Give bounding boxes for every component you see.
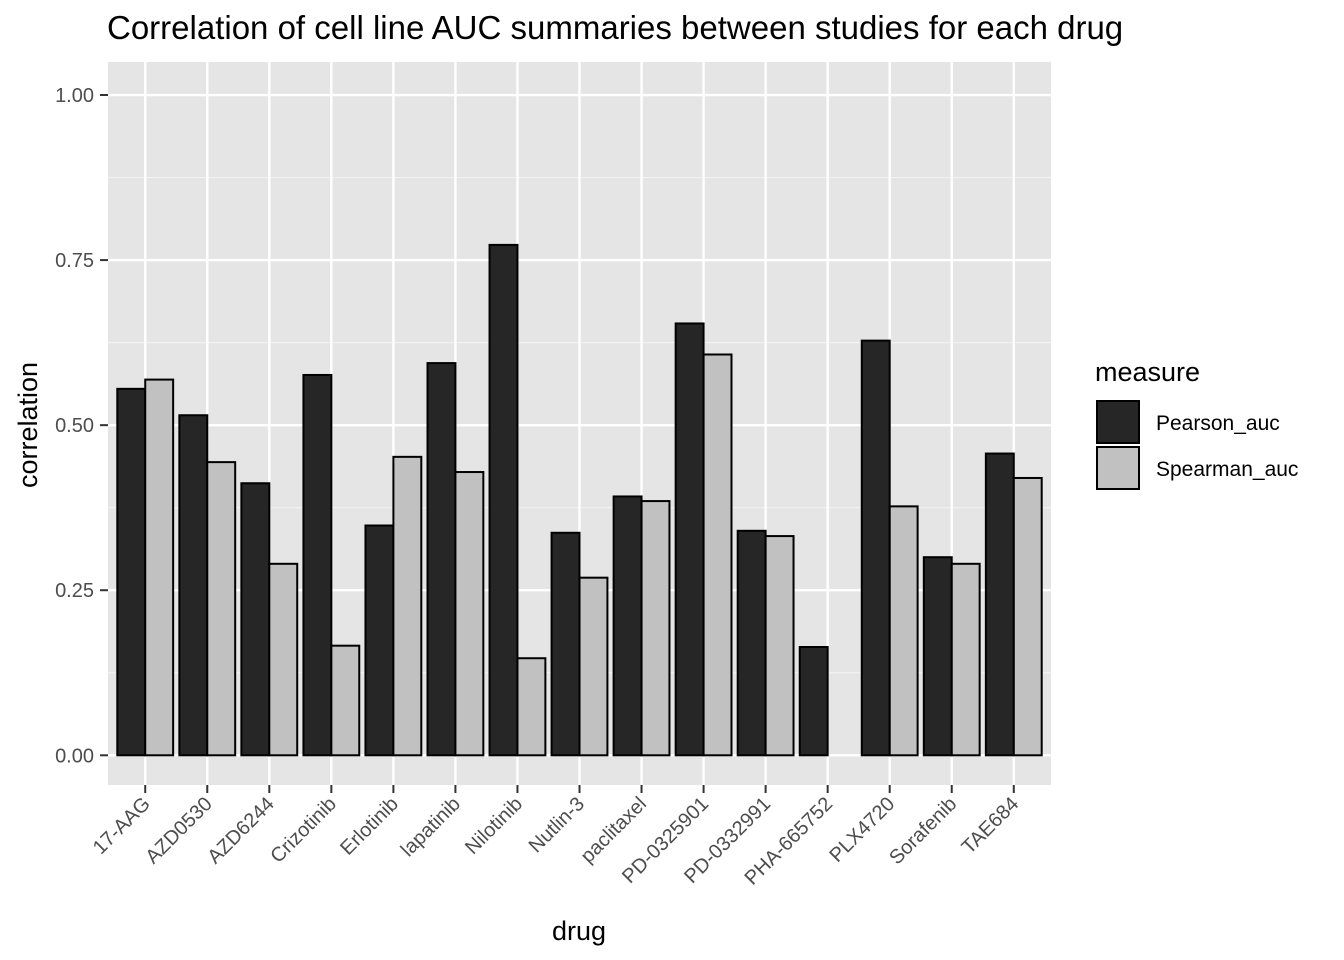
bar-spearman-auc	[1012, 476, 1043, 757]
bar-pearson-auc	[674, 322, 705, 757]
legend-key-spearman	[1096, 446, 1140, 490]
bar-spearman-auc	[144, 378, 175, 757]
legend-label-pearson: Pearson_auc	[1156, 412, 1280, 435]
y-axis-title: correlation	[13, 362, 43, 488]
bar-spearman-auc	[640, 500, 671, 757]
bar-pearson-auc	[116, 387, 147, 757]
x-tick-label: lapatinib	[397, 793, 465, 861]
x-tick-label: Crizotinib	[266, 793, 341, 868]
x-axis-title: drug	[552, 916, 606, 946]
bar-pearson-auc	[736, 529, 767, 757]
bar-spearman-auc	[578, 576, 609, 757]
bar-spearman-auc	[392, 455, 423, 757]
bar-pearson-auc	[488, 243, 519, 757]
x-tick-label: AZD6244	[204, 793, 279, 868]
bar-spearman-auc	[454, 471, 485, 757]
chart-title: Correlation of cell line AUC summaries b…	[107, 9, 1123, 46]
y-axis: 0.00 0.25 0.50 0.75 1.00	[55, 85, 108, 767]
bar-spearman-auc	[330, 644, 361, 757]
bar-pearson-auc	[240, 482, 271, 757]
bar-spearman-auc	[516, 657, 547, 757]
bar-pearson-auc	[798, 646, 829, 757]
y-tick-label: 1.00	[55, 85, 94, 107]
legend-label-spearman: Spearman_auc	[1156, 458, 1298, 481]
bar-pearson-auc	[860, 339, 891, 757]
bar-pearson-auc	[302, 373, 333, 757]
x-axis: 17-AAGAZD0530AZD6244CrizotinibErlotinibl…	[89, 785, 1023, 890]
bar-spearman-auc	[764, 535, 795, 757]
bar-pearson-auc	[984, 452, 1015, 757]
legend-key-pearson	[1096, 400, 1140, 444]
legend: measure Pearson_auc Spearman_auc	[1095, 357, 1298, 490]
bar-spearman-auc	[888, 505, 919, 757]
bar-pearson-auc	[426, 362, 457, 757]
x-tick-label: TAE684	[958, 793, 1024, 859]
bar-spearman-auc	[702, 353, 733, 757]
bar-pearson-auc	[364, 524, 395, 757]
bar-spearman-auc	[950, 562, 981, 757]
y-tick-label: 0.00	[55, 745, 94, 767]
x-tick-label: Erlotinib	[336, 793, 403, 860]
bar-pearson-auc	[612, 495, 643, 757]
bar-pearson-auc	[922, 556, 953, 757]
x-tick-label: Sorafenib	[885, 793, 961, 869]
bar-pearson-auc	[178, 414, 209, 757]
y-tick-label: 0.25	[55, 580, 94, 602]
x-tick-label: AZD0530	[141, 793, 216, 868]
legend-title: measure	[1095, 357, 1200, 387]
bar-pearson-auc	[550, 531, 581, 757]
x-tick-label: Nutlin-3	[525, 793, 589, 857]
bar-spearman-auc	[206, 461, 237, 757]
x-tick-label: Nilotinib	[461, 793, 527, 859]
y-tick-label: 0.75	[55, 250, 94, 272]
bars-group	[116, 243, 1043, 757]
y-tick-label: 0.50	[55, 415, 94, 437]
bar-spearman-auc	[268, 562, 299, 757]
